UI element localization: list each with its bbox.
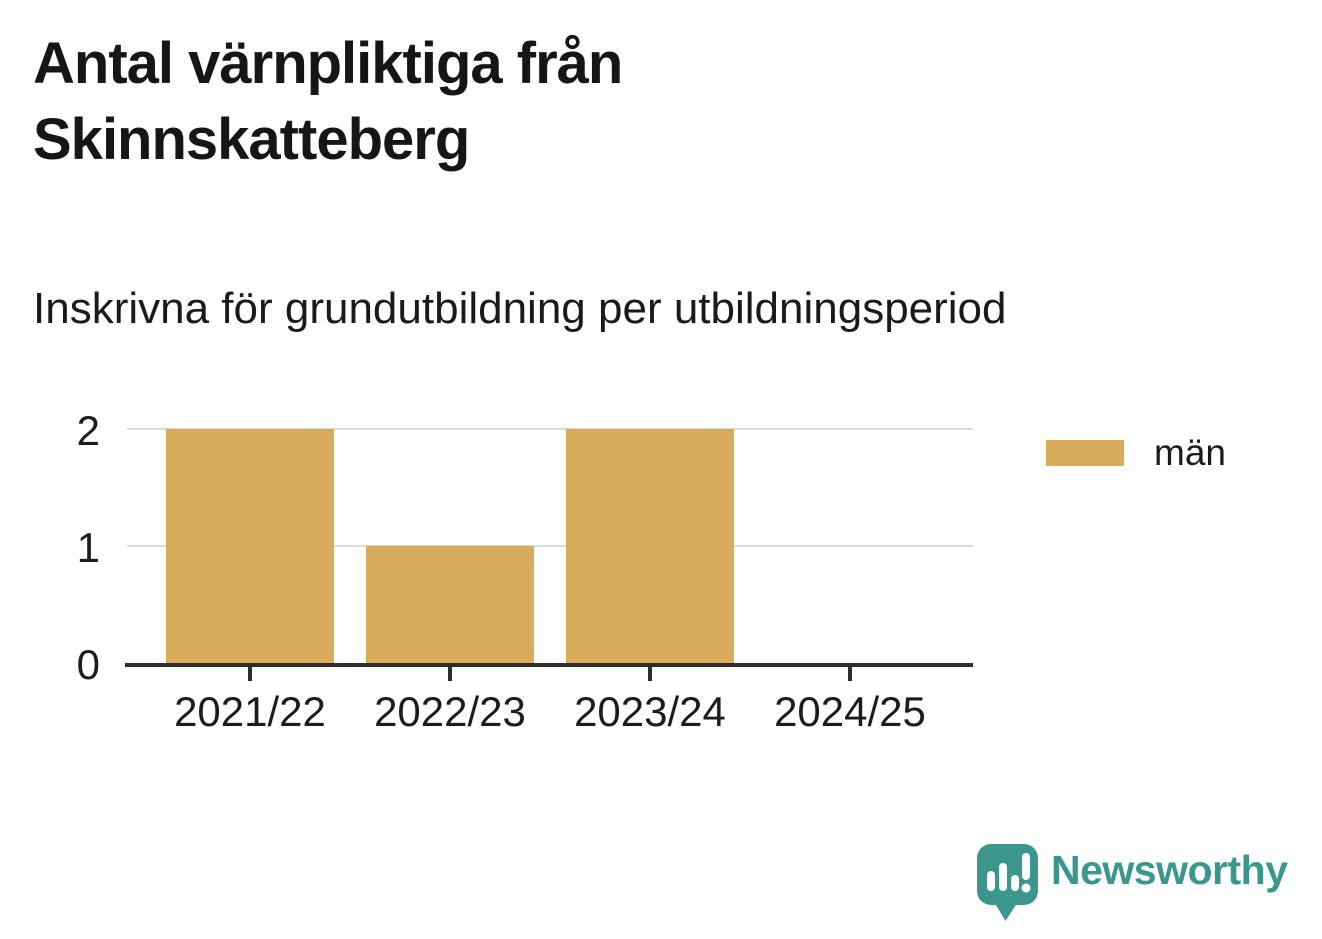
x-axis-tick (648, 667, 652, 681)
bar-2022-23 (366, 546, 534, 663)
newsworthy-speech-bubble-bar-chart-icon (977, 844, 1038, 921)
newsworthy-branding: Newsworthy (977, 844, 1288, 923)
chart-subtitle: Inskrivna för grundutbildning per utbild… (33, 284, 1007, 333)
y-axis-tick-label: 2 (76, 407, 100, 454)
x-axis-tick-label: 2021/22 (174, 688, 326, 735)
x-axis-tick-label: 2023/24 (574, 688, 726, 735)
x-axis-tick (848, 667, 852, 681)
legend-swatch-man (1046, 440, 1124, 466)
x-axis-tick-label: 2024/25 (774, 688, 926, 735)
bar-2021-22 (166, 429, 334, 663)
legend: män (1046, 432, 1226, 474)
y-axis-tick-label: 0 (76, 641, 100, 688)
gridline-y-2 (127, 428, 973, 430)
page-title: Antal värnpliktiga från Skinnskatteberg (33, 31, 623, 172)
x-axis-tick-label: 2022/23 (374, 688, 526, 735)
newsworthy-wordmark: Newsworthy (1051, 847, 1288, 893)
gridline-y-1 (127, 545, 973, 547)
x-axis-line (125, 663, 973, 667)
x-axis-tick (448, 667, 452, 681)
y-axis-tick-label: 1 (76, 524, 100, 571)
legend-label: män (1154, 432, 1226, 473)
x-axis-tick (248, 667, 252, 681)
bar-2023-24 (566, 429, 734, 663)
